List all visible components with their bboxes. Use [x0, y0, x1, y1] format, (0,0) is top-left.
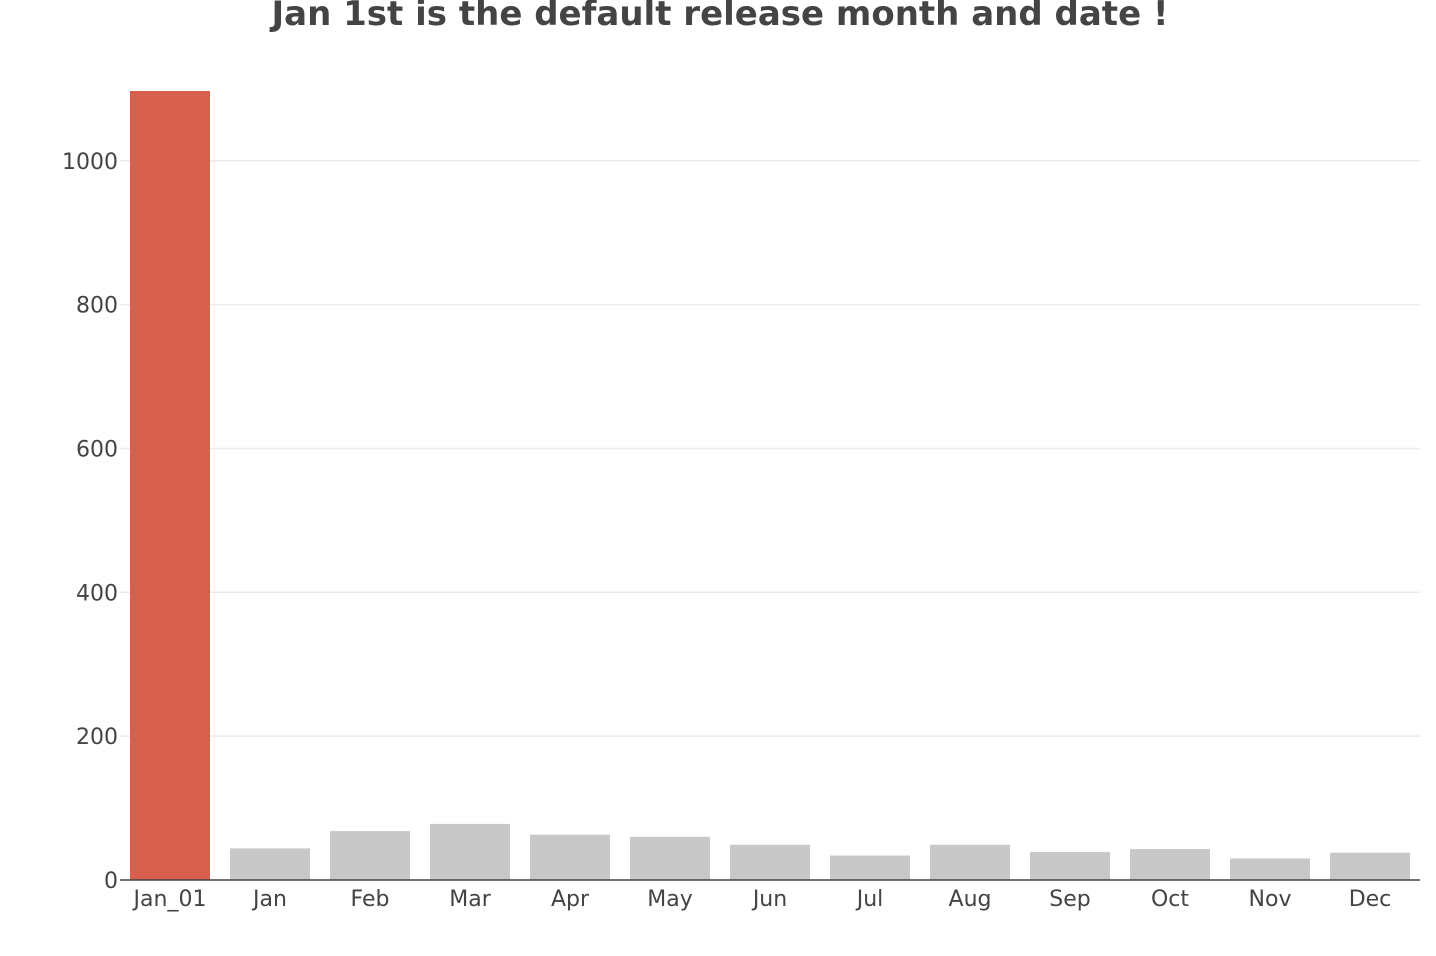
x-tick-label: Oct: [1151, 887, 1189, 912]
y-tick-label: 0: [104, 869, 118, 894]
x-tick-label: May: [647, 887, 692, 912]
y-tick-label: 400: [76, 581, 118, 606]
x-tick-label: Jul: [855, 887, 884, 912]
bar-jan: [230, 848, 310, 880]
gridlines: [120, 160, 1420, 737]
bar-mar: [430, 823, 510, 880]
x-axis-ticks: Jan_01 Jan Feb Mar Apr May Jun Jul Aug Sep Oct Nov D…: [132, 887, 1392, 912]
bar-nov: [1230, 858, 1310, 880]
y-axis-ticks: 0 200 400 600 800 1000: [62, 150, 118, 894]
bar-jun: [730, 844, 810, 880]
y-tick-label: 1000: [62, 150, 118, 175]
x-tick-label: Apr: [551, 887, 590, 912]
x-tick-label: Dec: [1349, 887, 1392, 912]
y-tick-label: 600: [76, 437, 118, 462]
x-tick-label: Mar: [449, 887, 491, 912]
bar-feb: [330, 831, 410, 880]
x-tick-label: Nov: [1249, 887, 1292, 912]
x-tick-label: Sep: [1049, 887, 1090, 912]
bar-oct: [1130, 849, 1210, 880]
x-tick-label: Jun: [751, 887, 787, 912]
x-tick-label: Jan: [251, 887, 287, 912]
bar-dec: [1330, 852, 1410, 880]
x-tick-label: Jan_01: [132, 887, 207, 912]
bar-apr: [530, 834, 610, 880]
bars: [130, 91, 1410, 880]
x-tick-label: Aug: [949, 887, 992, 912]
chart-title: Jan 1st is the default release month and…: [270, 0, 1169, 34]
bar-aug: [930, 844, 1010, 880]
x-tick-label: Feb: [351, 887, 390, 912]
bar-jan_01: [130, 91, 210, 880]
bar-jul: [830, 855, 910, 880]
y-tick-label: 800: [76, 294, 118, 319]
y-tick-label: 200: [76, 725, 118, 750]
bar-sep: [1030, 851, 1110, 880]
bar-may: [630, 836, 710, 880]
